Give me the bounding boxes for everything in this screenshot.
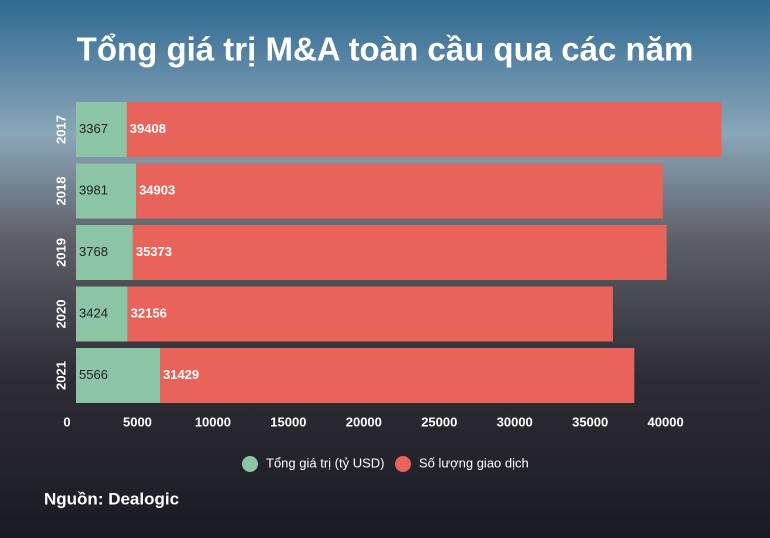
y-tick-label: 2021 [53, 361, 68, 390]
bar-segment [76, 102, 127, 157]
value-label: 3768 [79, 244, 108, 259]
value-label: 3367 [79, 121, 108, 136]
x-tick-label: 5000 [123, 414, 152, 429]
value-label: 5566 [79, 367, 108, 382]
legend-label: Tổng giá trị (tỷ USD) [266, 455, 384, 470]
y-tick-label: 2020 [53, 300, 68, 329]
source: Nguồn: Dealogic [44, 489, 179, 508]
bar-segment [76, 348, 160, 403]
bar-segment [159, 348, 635, 403]
y-tick-label: 2018 [53, 177, 68, 206]
value-label: 32156 [131, 305, 167, 320]
bar-segment [126, 102, 722, 157]
x-tick-label: 30000 [497, 414, 533, 429]
bar-segment [76, 225, 133, 280]
value-label: 31429 [163, 367, 199, 382]
chart-title: Tổng giá trị M&A toàn cầu qua các năm [77, 31, 694, 68]
x-tick-label: 35000 [572, 414, 608, 429]
value-label: 3981 [79, 182, 108, 197]
x-tick-label: 15000 [270, 414, 306, 429]
x-tick-label: 20000 [346, 414, 382, 429]
bar-segment [132, 225, 667, 280]
x-tick-label: 10000 [195, 414, 231, 429]
y-tick-label: 2019 [53, 238, 68, 267]
y-tick-label: 2017 [53, 115, 68, 144]
x-tick-label: 0 [63, 414, 70, 429]
legend-marker [395, 456, 411, 472]
bar-segment [136, 163, 663, 219]
value-label: 35373 [136, 244, 172, 259]
x-tick-label: 40000 [648, 414, 684, 429]
bar-segment [76, 163, 137, 219]
value-label: 39408 [130, 121, 166, 136]
legend-label: Số lượng giao dịch [419, 455, 529, 470]
bar-segment [76, 286, 128, 342]
legend-marker [242, 456, 258, 472]
x-tick-label: 25000 [421, 414, 457, 429]
value-label: 34903 [139, 182, 175, 197]
value-label: 3424 [79, 305, 108, 320]
bar-segment [127, 286, 613, 342]
